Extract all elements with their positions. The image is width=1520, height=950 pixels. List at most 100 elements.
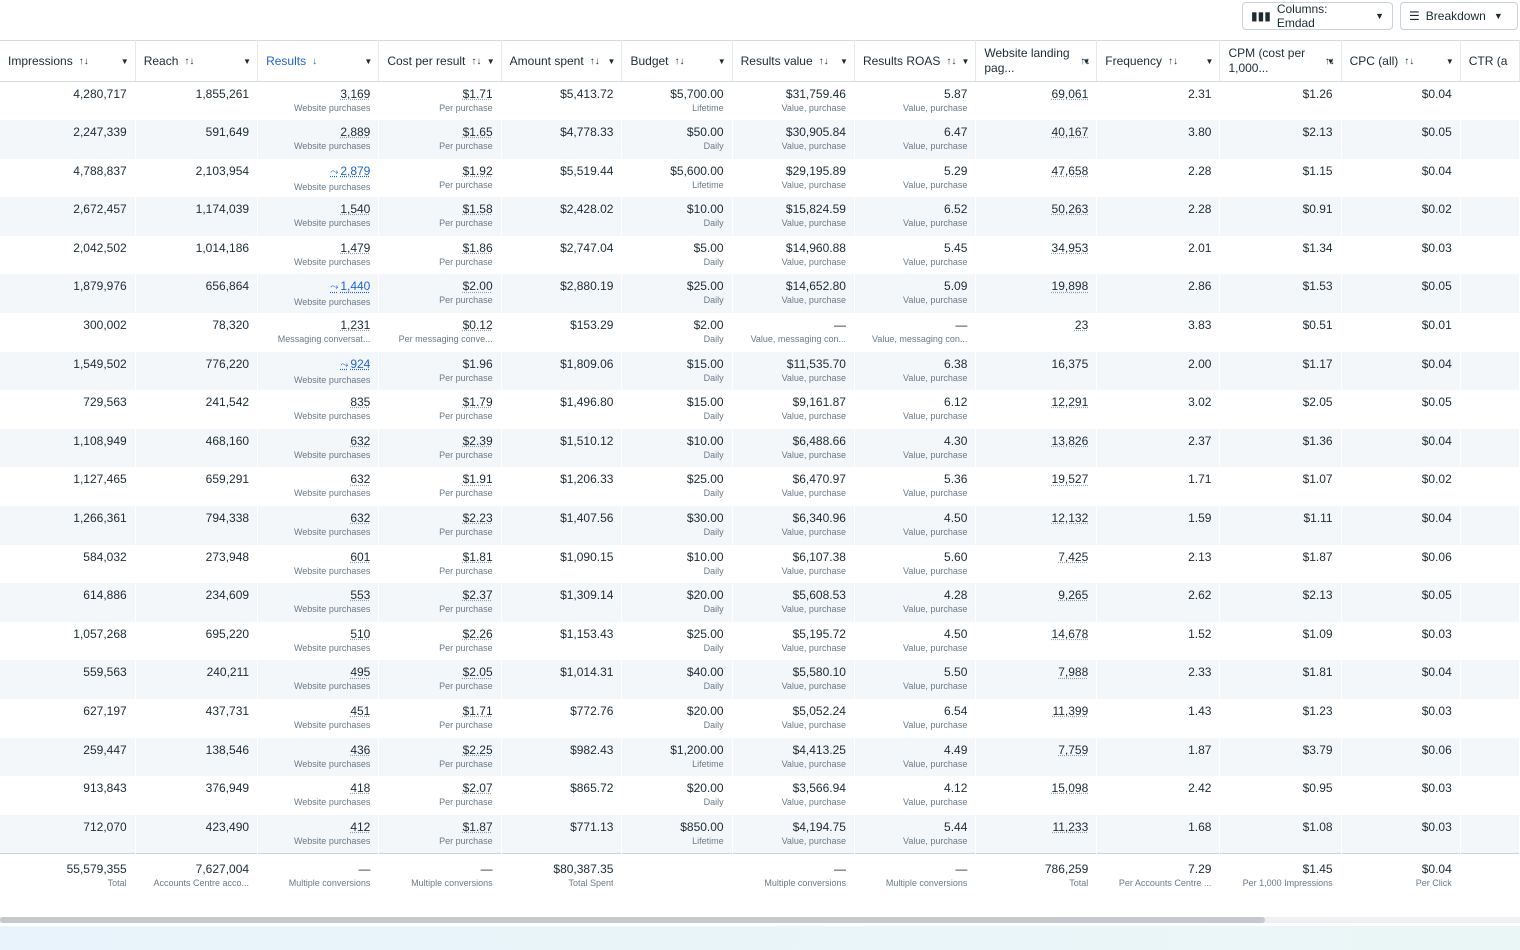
cost-per-result-cell-value[interactable]: $2.37 [383,588,493,602]
cost-per-result-cell-value[interactable]: $1.58 [383,202,493,216]
column-header-reach[interactable]: Reach ↑↓ ▼ [135,40,259,82]
column-header-cpm[interactable]: CPM (cost per 1,000... ↑↓ ▼ [1219,40,1342,82]
cost-per-result-cell-value[interactable]: $2.00 [383,279,493,293]
table-row[interactable]: 2,042,502 1,014,186 1,479 Website purchases… [0,236,1520,275]
results-cell-value[interactable]: 436 [262,743,370,757]
cost-per-result-cell-value[interactable]: $1.92 [383,164,493,178]
sort-icon[interactable]: ↑↓ [471,55,482,67]
results-cell-value[interactable]: 2,889 [262,125,370,139]
table-row[interactable]: 1,108,949 468,160 632 Website purchases $2.3… [0,428,1520,468]
column-header-impressions[interactable]: Impressions ↑↓ ▼ [0,40,136,82]
cost-per-result-cell-value[interactable]: $1.87 [383,820,493,834]
results-cell-value[interactable]: 632 [262,434,370,448]
column-menu-icon[interactable]: ▼ [607,57,616,66]
table-row[interactable]: 614,886 234,609 553 Website purchases $2.37 P… [0,583,1520,622]
horizontal-scrollbar-thumb[interactable] [0,917,1265,923]
cost-per-result-cell-value[interactable]: $1.79 [383,395,493,409]
cost-per-result-cell-value[interactable]: $2.26 [383,627,493,641]
column-menu-icon[interactable]: ▼ [486,57,495,66]
table-row[interactable]: 1,549,502 776,220 ⤳ 924 Website purchases $1.… [0,351,1520,391]
landing-page-views-cell-value[interactable]: 13,826 [980,434,1089,448]
sort-icon[interactable]: ↑↓ [78,55,89,67]
table-row[interactable]: 712,070 423,490 412 Website purchases $1.87 P… [0,814,1520,854]
table-row[interactable]: 1,127,465 659,291 632 Website purchases $1.9… [0,467,1520,506]
column-header-wlp[interactable]: Website landing pag... ↑↓ ▼ [975,40,1098,82]
landing-page-views-cell-value[interactable]: 69,061 [980,87,1089,101]
table-row[interactable]: 584,032 273,948 601 Website purchases $1.81 P… [0,545,1520,584]
sort-icon[interactable]: ↑↓ [1324,55,1335,67]
landing-page-views-cell-value[interactable]: 50,263 [980,202,1089,216]
results-cell-value[interactable]: ⤳ 1,440 [262,279,370,295]
column-header-budget[interactable]: Budget ↑↓ ▼ [621,40,733,82]
table-row[interactable]: 1,266,361 794,338 632 Website purchases $2.2… [0,506,1520,545]
column-header-ctr[interactable]: CTR (a [1460,40,1520,82]
landing-page-views-cell-value[interactable]: 7,425 [980,550,1088,564]
cost-per-result-cell-value[interactable]: $0.12 [383,318,493,332]
cost-per-result-cell-value[interactable]: $1.86 [383,241,493,255]
sort-icon[interactable]: ↑↓ [1080,55,1091,67]
landing-page-views-cell-value[interactable]: 19,898 [980,279,1089,293]
sort-icon[interactable]: ↑↓ [589,55,600,67]
results-cell-value[interactable]: ⤳ 924 [262,357,370,373]
table-row[interactable]: 1,057,268 695,220 510 Website purchases $2.2… [0,622,1520,661]
column-header-spent[interactable]: Amount spent ↑↓ ▼ [501,40,623,82]
results-cell-value[interactable]: ⤳ 2,879 [262,164,370,180]
results-cell-value[interactable]: 553 [262,588,370,602]
cost-per-result-cell-value[interactable]: $1.65 [383,125,493,139]
sort-icon[interactable]: ↑↓ [946,55,957,67]
breakdown-button[interactable]: ☰ Breakdown ▼ [1400,2,1518,30]
sort-icon[interactable]: ↑↓ [1404,55,1415,67]
landing-page-views-cell-value[interactable]: 19,527 [980,472,1089,486]
table-row[interactable]: 4,280,717 1,855,261 3,169 Website purchases… [0,82,1520,121]
results-cell-value[interactable]: 1,540 [262,202,370,216]
results-cell-value[interactable]: 412 [262,820,370,834]
sort-icon[interactable]: ↑↓ [1167,55,1178,67]
table-row[interactable]: 2,672,457 1,174,039 1,540 Website purchases… [0,197,1520,236]
cost-per-result-cell-value[interactable]: $1.81 [383,550,493,564]
cost-per-result-cell-value[interactable]: $1.71 [383,87,493,101]
table-row[interactable]: 913,843 376,949 418 Website purchases $2.07 P… [0,776,1520,815]
landing-page-views-cell-value[interactable]: 9,265 [980,588,1088,602]
column-menu-icon[interactable]: ▼ [1445,57,1454,66]
columns-button[interactable]: ▮▮▮ Columns: Emdad ▼ [1242,2,1393,30]
column-menu-icon[interactable]: ▼ [1326,57,1335,66]
results-cell-value[interactable]: 632 [262,472,370,486]
cost-per-result-cell-value[interactable]: $2.39 [383,434,493,448]
column-menu-icon[interactable]: ▼ [364,57,373,66]
landing-page-views-cell-value[interactable]: 34,953 [980,241,1089,255]
results-cell-value[interactable]: 632 [262,511,370,525]
column-menu-icon[interactable]: ▼ [243,57,252,66]
table-row[interactable]: 4,788,837 2,103,954 ⤳ 2,879 Website purchase… [0,159,1520,198]
cost-per-result-cell-value[interactable]: $1.91 [383,472,493,486]
table-row[interactable]: 1,879,976 656,864 ⤳ 1,440 Website purchases $… [0,274,1520,314]
column-header-cpc[interactable]: CPC (all) ↑↓ ▼ [1341,40,1461,82]
table-row[interactable]: 2,247,339 591,649 2,889 Website purchases $1… [0,120,1520,159]
results-cell-value[interactable]: 495 [262,665,370,679]
results-cell-value[interactable]: 451 [262,704,370,718]
cost-per-result-cell-value[interactable]: $2.23 [383,511,493,525]
sort-icon[interactable]: ↑↓ [674,55,685,67]
column-menu-icon[interactable]: ▼ [120,57,129,66]
landing-page-views-cell-value[interactable]: 14,678 [980,627,1089,641]
results-cell-value[interactable]: 510 [262,627,370,641]
results-cell-value[interactable]: 418 [262,781,370,795]
sort-icon[interactable]: ↓ [312,55,318,67]
sort-icon[interactable]: ↑↓ [818,55,829,67]
landing-page-views-cell-value[interactable]: 7,759 [980,743,1088,757]
landing-page-views-cell-value[interactable]: 11,399 [980,704,1088,718]
landing-page-views-cell-value[interactable]: 15,098 [980,781,1089,795]
column-menu-icon[interactable]: ▼ [961,57,970,66]
landing-page-views-cell-value[interactable]: 47,658 [980,164,1089,178]
sort-icon[interactable]: ↑↓ [184,55,195,67]
results-cell-value[interactable]: 835 [262,395,370,409]
results-cell-value[interactable]: 1,231 [262,318,370,332]
cost-per-result-cell-value[interactable]: $2.25 [383,743,493,757]
landing-page-views-cell-value[interactable]: 12,291 [980,395,1089,409]
column-header-freq[interactable]: Frequency ↑↓ ▼ [1096,40,1221,82]
table-row[interactable]: 559,563 240,211 495 Website purchases $2.05 P… [0,660,1520,699]
column-menu-icon[interactable]: ▼ [1205,57,1214,66]
column-menu-icon[interactable]: ▼ [1082,57,1091,66]
column-menu-icon[interactable]: ▼ [840,57,848,66]
column-header-roas[interactable]: Results ROAS ↑↓ ▼ [854,40,977,82]
column-header-cpr[interactable]: Cost per result ↑↓ ▼ [378,40,502,82]
